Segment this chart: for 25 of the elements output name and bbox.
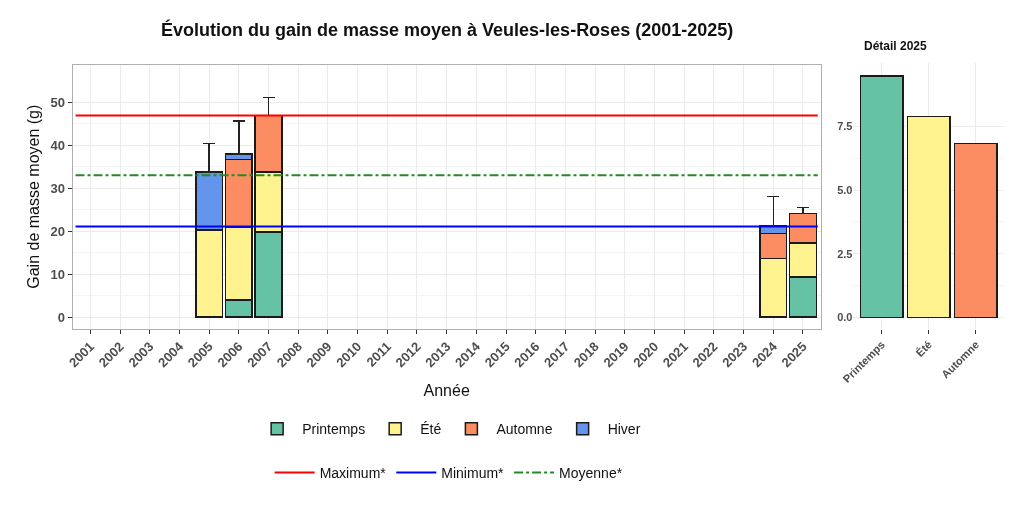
y-tick-label: 40 xyxy=(50,137,65,153)
y-tick-label: 0 xyxy=(57,309,65,325)
chart-title: Évolution du gain de masse moyen à Veules-les-Roses (2001-2025) xyxy=(161,19,734,40)
chart-title: Détail 2025 xyxy=(864,39,928,53)
y-tick-label: 2.5 xyxy=(837,247,853,260)
legend-label: Moyenne* xyxy=(559,465,623,482)
y-tick-label: 20 xyxy=(50,223,65,239)
legend-label: Été xyxy=(420,421,442,438)
legend-label: Printemps xyxy=(302,421,366,438)
x-tick-label: Été xyxy=(913,338,935,359)
y-tick-label: 7.5 xyxy=(837,120,853,133)
legend-label: Hiver xyxy=(607,421,641,438)
bar xyxy=(906,115,951,319)
y-tick-label: 5.0 xyxy=(837,183,853,196)
legend-label: Automne xyxy=(496,421,553,438)
y-tick-label: 50 xyxy=(50,94,65,110)
x-axis-title: Année xyxy=(423,381,470,399)
y-tick-label: 30 xyxy=(50,180,65,196)
legend-label: Minimum* xyxy=(441,465,505,482)
legend-label: Maximum* xyxy=(319,465,387,482)
y-axis-title: Gain de masse moyen (g) xyxy=(25,104,43,289)
bar xyxy=(859,75,904,319)
y-tick-label: 10 xyxy=(50,266,65,282)
bar xyxy=(953,142,998,319)
y-tick-label: 0.0 xyxy=(837,311,853,324)
